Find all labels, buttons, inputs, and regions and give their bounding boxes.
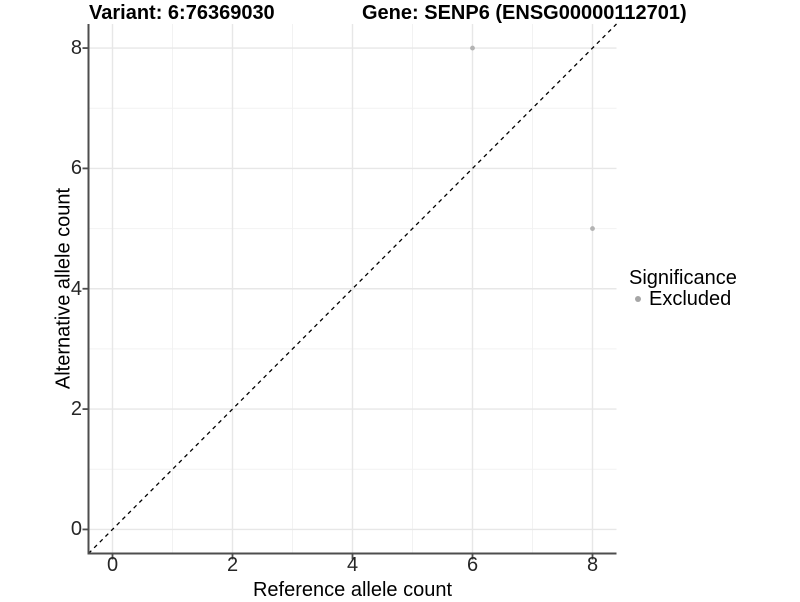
legend: Significance Excluded	[629, 268, 737, 310]
x-axis-title: Reference allele count	[252, 579, 452, 601]
x-tick-label: 2	[226, 554, 239, 576]
y-tick-label: 2	[70, 398, 82, 421]
y-tick-label: 6	[70, 157, 82, 180]
plot-title-variant: Variant: 6:76369030	[89, 2, 275, 24]
legend-item-label: Excluded	[649, 287, 732, 310]
plot-title-gene: Gene: SENP6 (ENSG00000112701)	[362, 2, 687, 24]
x-tick-label: 8	[586, 554, 599, 576]
data-point	[470, 45, 475, 51]
legend-item-excluded: Excluded	[629, 288, 737, 310]
legend-title: Significance	[629, 267, 737, 289]
x-tick-label: 4	[346, 554, 359, 576]
y-tick-label: 8	[70, 37, 82, 60]
y-tick-label: 4	[70, 277, 82, 300]
y-axis-title: Alternative allele count	[52, 187, 75, 390]
y-tick-label: 0	[70, 518, 82, 541]
data-point	[590, 226, 595, 231]
x-tick-label: 6	[466, 554, 479, 576]
x-tick-label: 0	[106, 554, 119, 576]
legend-point-icon	[635, 296, 641, 302]
